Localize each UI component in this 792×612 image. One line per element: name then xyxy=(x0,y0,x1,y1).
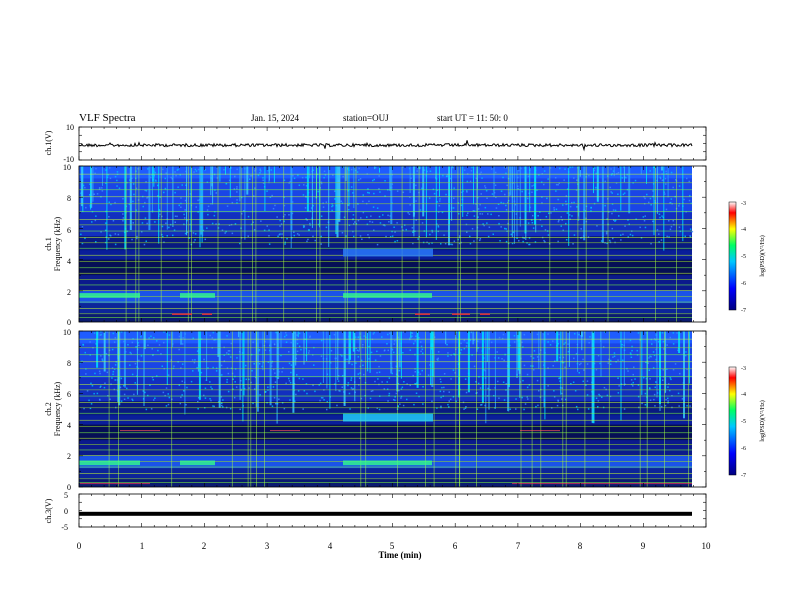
ch3-ytick-top: 5 xyxy=(64,491,68,500)
ch1-ytick-2: 2 xyxy=(67,288,71,297)
ch1-waveform-trace xyxy=(78,140,693,152)
ch2-ytick-6: 6 xyxy=(67,390,71,399)
colorbar-ch1-tick-m7: -7 xyxy=(741,308,746,314)
ch2-ytick-2: 2 xyxy=(67,452,71,461)
x-axis: 0 1 2 3 4 5 6 7 8 9 10 Time (min) xyxy=(77,541,711,560)
colorbar-ch2-tick-m7: -7 xyxy=(741,473,746,479)
ch1-frequency-label: Frequency (kHz) xyxy=(53,216,62,271)
xtick-10: 10 xyxy=(702,541,712,551)
ch1-ytick-bottom: -10 xyxy=(63,155,74,164)
ch1-waveform-panel: 10 -10 ch.1(V) xyxy=(44,123,707,164)
ch1-ytick-4: 4 xyxy=(67,257,71,266)
ch1-waveform-frame xyxy=(78,126,707,161)
colorbar-ch2-tick-m4: -4 xyxy=(741,392,746,398)
ch2-spectrogram-image xyxy=(79,331,692,487)
colorbar-ch1-label: log(PSD)(V²/Hz) xyxy=(759,235,766,276)
ch1-spectrogram-panel: 0 2 4 6 8 10 ch.1 Frequency (kHz) xyxy=(44,163,707,327)
ch1-ytick-6: 6 xyxy=(67,226,71,235)
xtick-8: 8 xyxy=(578,541,583,551)
xtick-3: 3 xyxy=(265,541,270,551)
ch2-spectrogram-panel: 0 2 4 6 8 10 ch.2 Frequency (kHz) xyxy=(44,328,707,492)
xtick-1: 1 xyxy=(140,541,145,551)
ch1-ytick-10: 10 xyxy=(63,163,71,172)
start-time-label: start UT = 11: 50: 0 xyxy=(437,113,508,123)
colorbar-ch2-tick-m5: -5 xyxy=(741,419,746,425)
colorbar-ch1-tick-m4: -4 xyxy=(741,227,746,233)
xtick-6: 6 xyxy=(453,541,458,551)
ch2-ytick-10: 10 xyxy=(63,328,71,337)
xtick-2: 2 xyxy=(202,541,207,551)
ch3-ytick-bottom: -5 xyxy=(61,523,68,532)
ch2-frequency-label: Frequency (kHz) xyxy=(53,381,62,436)
ch1-ytick-0: 0 xyxy=(67,318,71,327)
ch3-waveform-frame xyxy=(78,493,707,528)
colorbar-ch2-tick-m6: -6 xyxy=(741,446,746,452)
xtick-0: 0 xyxy=(77,541,82,551)
colorbar-ch2-gradient xyxy=(728,366,737,476)
colorbar-ch1-gradient xyxy=(728,201,737,311)
ch2-ytick-4: 4 xyxy=(67,421,71,430)
colorbar-ch2-label: log(PSD)(V²/Hz) xyxy=(759,400,766,441)
chart-title: VLF Spectra xyxy=(79,112,136,124)
colorbar-ch1-tick-m6: -6 xyxy=(741,281,746,287)
ch3-ytick-mid: 0 xyxy=(64,507,68,516)
xtick-4: 4 xyxy=(328,541,333,551)
station-label: station=OUJ xyxy=(343,113,389,123)
ch3-ylabel: ch.3(V) xyxy=(44,498,53,523)
x-axis-label: Time (min) xyxy=(378,550,421,560)
xtick-7: 7 xyxy=(516,541,521,551)
ch1-ytick-8: 8 xyxy=(67,194,71,203)
ch3-waveform-trace xyxy=(79,511,692,516)
ch2-ytick-8: 8 xyxy=(67,359,71,368)
ch1-ytick-top: 10 xyxy=(66,123,74,132)
colorbar-ch2: -3 -4 -5 -6 -7 log(PSD)(V²/Hz) xyxy=(728,366,766,479)
ch1-spectrogram-image xyxy=(79,166,694,322)
ch2-channel-label: ch.2 xyxy=(44,402,53,416)
colorbar-ch1: -3 -4 -5 -6 -7 log(PSD)(V²/Hz) xyxy=(728,201,766,314)
ch3-waveform-panel: 5 0 -5 ch.3(V) xyxy=(44,491,707,532)
ch1-channel-label: ch.1 xyxy=(44,237,53,251)
xtick-9: 9 xyxy=(641,541,646,551)
xtick-5: 5 xyxy=(390,541,395,551)
ch2-ytick-0: 0 xyxy=(67,483,71,492)
date-label: Jan. 15, 2024 xyxy=(251,113,299,123)
colorbar-ch1-tick-m5: -5 xyxy=(741,254,746,260)
ch1-ylabel: ch.1(V) xyxy=(44,130,53,155)
axis-ticks xyxy=(78,126,707,528)
colorbar-ch2-tick-m3: -3 xyxy=(741,366,746,372)
colorbar-ch1-tick-m3: -3 xyxy=(741,201,746,207)
